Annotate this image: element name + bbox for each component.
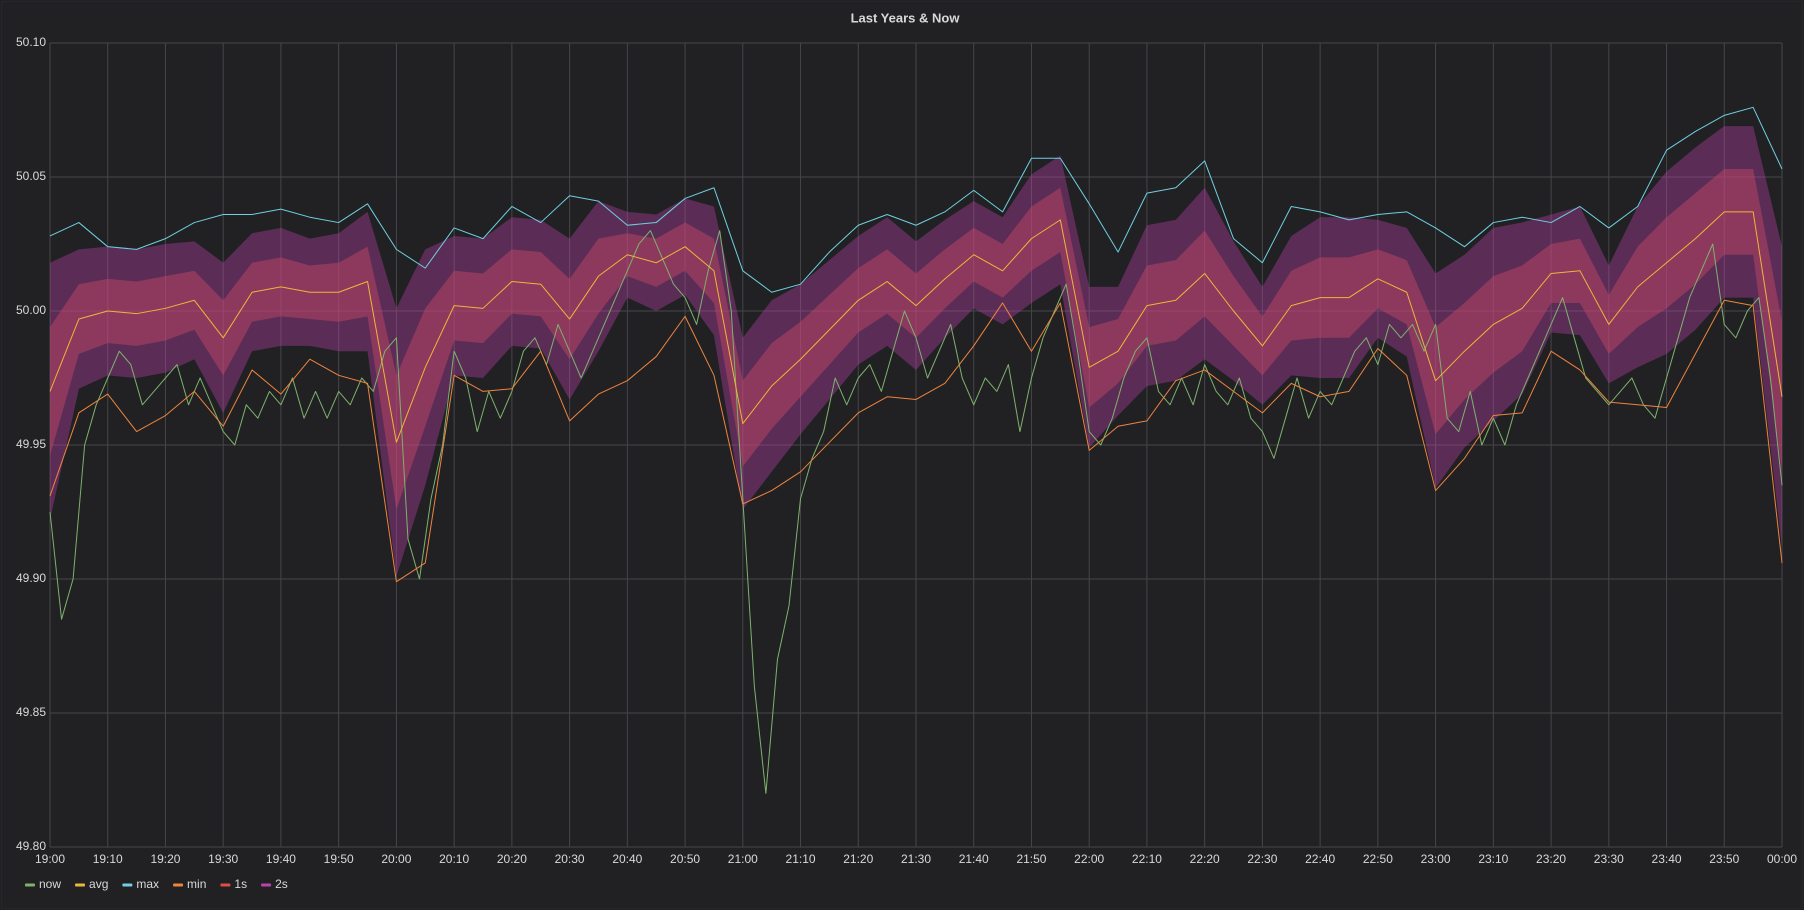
x-tick-label: 21:40	[959, 852, 989, 866]
y-tick-label: 49.90	[16, 571, 46, 585]
x-tick-label: 19:00	[35, 852, 65, 866]
x-tick-label: 23:00	[1421, 852, 1451, 866]
x-tick-label: 20:30	[555, 852, 585, 866]
x-tick-label: 19:40	[266, 852, 296, 866]
x-tick-label: 22:30	[1247, 852, 1277, 866]
x-tick-label: 22:50	[1363, 852, 1393, 866]
x-tick-label: 19:50	[324, 852, 354, 866]
x-tick-label: 21:10	[786, 852, 816, 866]
series-line	[49, 299, 1783, 583]
x-tick-label: 20:20	[497, 852, 527, 866]
x-tick-label: 19:30	[208, 852, 238, 866]
y-tick-label: 49.80	[16, 839, 46, 853]
legend-label[interactable]: min	[187, 877, 206, 891]
legend-marker	[220, 883, 231, 887]
x-tick-label: 22:00	[1074, 852, 1104, 866]
y-tick-label: 49.85	[16, 705, 46, 719]
series-line	[49, 211, 1783, 443]
y-tick-label: 50.10	[16, 35, 46, 49]
x-tick-label: 20:50	[670, 852, 700, 866]
x-tick-label: 23:50	[1709, 852, 1739, 866]
legend-marker	[25, 883, 35, 887]
legend-marker	[122, 883, 133, 887]
series-line	[49, 230, 1783, 794]
x-tick-label: 19:20	[150, 852, 180, 866]
x-tick-label: 21:50	[1016, 852, 1046, 866]
legend-label[interactable]: 1s	[234, 877, 247, 891]
legend-marker	[75, 883, 86, 887]
band-area	[50, 168, 1782, 510]
y-tick-label: 50.05	[16, 169, 46, 183]
x-tick-label: 00:00	[1767, 852, 1797, 866]
x-tick-label: 20:40	[612, 852, 642, 866]
x-tick-label: 22:20	[1190, 852, 1220, 866]
x-tick-label: 22:10	[1132, 852, 1162, 866]
x-tick-label: 21:00	[728, 852, 758, 866]
x-tick-label: 23:30	[1594, 852, 1624, 866]
legend-marker	[173, 883, 184, 887]
legend-label[interactable]: avg	[89, 877, 108, 891]
legend-label[interactable]: now	[39, 877, 61, 891]
x-tick-label: 20:00	[381, 852, 411, 866]
x-tick-label: 23:40	[1652, 852, 1682, 866]
legend-label[interactable]: 2s	[275, 877, 288, 891]
x-tick-label: 19:10	[93, 852, 123, 866]
y-tick-label: 49.95	[16, 437, 46, 451]
x-tick-label: 22:40	[1305, 852, 1335, 866]
legend-label[interactable]: max	[136, 877, 159, 891]
x-tick-label: 21:30	[901, 852, 931, 866]
panel-title[interactable]: Last Years & Now	[851, 10, 961, 25]
x-tick-label: 23:20	[1536, 852, 1566, 866]
series-line	[49, 106, 1783, 293]
x-tick-label: 21:20	[843, 852, 873, 866]
x-tick-label: 23:10	[1478, 852, 1508, 866]
x-tick-label: 20:10	[439, 852, 469, 866]
legend-marker	[261, 883, 272, 887]
y-tick-label: 50.00	[16, 303, 46, 317]
